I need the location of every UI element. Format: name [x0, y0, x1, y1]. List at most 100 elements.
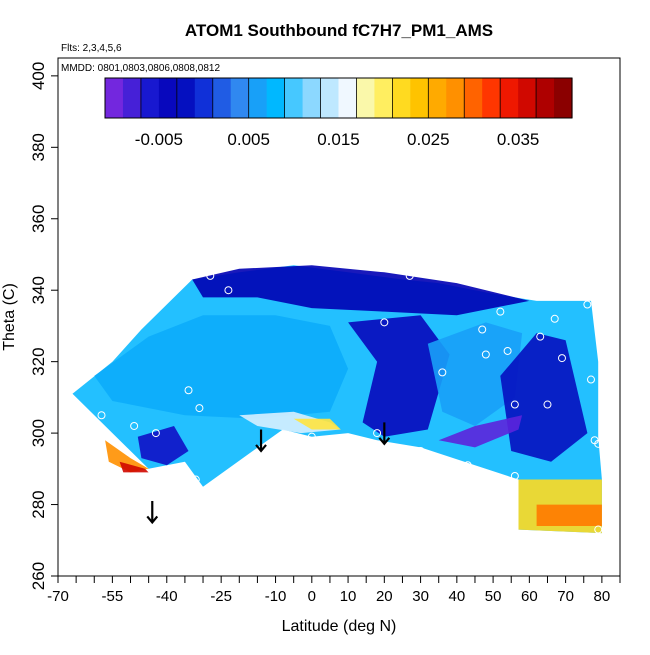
- y-tick-label: 320: [29, 347, 48, 375]
- x-tick-label: -55: [102, 588, 124, 605]
- field-region-high-cap-upper: [192, 265, 530, 316]
- colorbar-segment: [338, 78, 358, 118]
- trajectory-arrow: [378, 422, 391, 446]
- observation-point: [380, 318, 389, 327]
- trajectory-arrow: [146, 500, 159, 525]
- observation-point: [550, 314, 559, 323]
- colorbar-segment: [176, 78, 196, 118]
- colorbar-segment: [284, 78, 304, 118]
- observation-point: [184, 386, 193, 395]
- field-region-deep-blue-trough: [348, 315, 450, 437]
- x-tick-label: 80: [594, 588, 611, 605]
- observation-point: [543, 400, 552, 409]
- x-tick-label: 0: [308, 588, 316, 605]
- y-tick-label: 360: [29, 205, 48, 233]
- observation-point: [427, 268, 436, 277]
- observation-point: [481, 350, 490, 359]
- y-tick-label: 300: [29, 419, 48, 447]
- x-tick-label: -25: [210, 588, 232, 605]
- colorbar-segment: [122, 78, 142, 118]
- observation-point: [510, 471, 519, 480]
- colorbar-segment: [194, 78, 214, 118]
- observation-points: [72, 268, 603, 534]
- observation-point: [463, 461, 472, 470]
- observation-point: [583, 300, 592, 309]
- y-tick-label: 380: [29, 133, 48, 161]
- colorbar-tick-label: 0.005: [227, 130, 270, 149]
- colorbar-segment: [320, 78, 340, 118]
- colorbar-segment: [230, 78, 250, 118]
- observation-point: [206, 271, 215, 280]
- observation-point: [307, 432, 316, 441]
- colorbar-segment: [105, 78, 124, 118]
- x-tick-label: 60: [521, 588, 538, 605]
- field-region-yellow-tongue: [293, 418, 341, 430]
- field-region-north-east-hot-patch: [536, 504, 602, 526]
- field-region-sw-warm-edge: [105, 440, 149, 473]
- observation-point: [557, 354, 566, 363]
- observation-point: [373, 429, 382, 438]
- observation-point: [405, 271, 414, 280]
- y-tick-label: 280: [29, 490, 48, 518]
- colorbar-segment: [356, 78, 376, 118]
- colorbar-segment: [464, 78, 483, 118]
- y-axis: 260 280 300 320 340 360 380 400: [29, 62, 58, 590]
- colorbar-segment: [158, 78, 178, 118]
- colorbar-segment: [482, 78, 501, 118]
- colorbar-segment: [410, 78, 429, 118]
- x-tick-label: -70: [47, 588, 69, 605]
- x-tick-label: 20: [376, 588, 393, 605]
- x-tick-label: 30: [412, 588, 429, 605]
- observation-point: [478, 325, 487, 334]
- observation-point: [586, 375, 595, 384]
- x-tick-label: -40: [156, 588, 178, 605]
- colorbar: -0.005 0.005 0.015 0.025 0.035: [104, 77, 573, 149]
- observation-point: [195, 404, 204, 413]
- colorbar-segment: [536, 78, 555, 118]
- observation-point: [416, 446, 425, 455]
- field-region-violet-streak: [438, 415, 523, 448]
- observation-point: [594, 525, 603, 534]
- field-region-central-east-blue: [427, 322, 523, 426]
- field-region-sw-dark-pocket: [137, 426, 189, 466]
- x-tick-label: 70: [557, 588, 574, 605]
- trajectory-arrows: [146, 422, 391, 525]
- observation-point: [536, 332, 545, 341]
- colorbar-segment: [248, 78, 268, 118]
- colorbar-segment: [374, 78, 393, 118]
- observation-point: [496, 307, 505, 316]
- x-axis-label: Latitude (deg N): [282, 618, 397, 635]
- observation-point: [503, 346, 512, 355]
- observation-point: [191, 475, 200, 484]
- chart-subtitle-dates: MMDD: 0801,0803,0806,0808,0812: [61, 63, 220, 74]
- y-tick-label: 400: [29, 62, 48, 90]
- chart-subtitle-flights: Flts: 2,3,4,5,6: [61, 43, 122, 54]
- field-region-sw-hot-edge: [119, 461, 149, 473]
- observation-point: [97, 411, 106, 420]
- observation-point: [438, 368, 447, 377]
- heatmap-field: [72, 265, 602, 534]
- y-tick-label: 340: [29, 276, 48, 304]
- field-region-east-deep-blue: [500, 333, 588, 462]
- colorbar-tick-label: 0.015: [317, 130, 360, 149]
- colorbar-segment: [212, 78, 232, 118]
- plot-frame: [57, 57, 621, 577]
- colorbar-segment: [428, 78, 447, 118]
- y-tick-label: 260: [29, 562, 48, 590]
- colorbar-tick-label: -0.005: [135, 130, 183, 149]
- observation-point: [151, 429, 160, 438]
- x-axis: -70 -55 -40 -25 -10 0 10 20 30 40 50 60 70 80: [47, 576, 621, 605]
- x-tick-label: 10: [340, 588, 357, 605]
- x-tick-label: 40: [448, 588, 465, 605]
- observation-point: [130, 421, 139, 430]
- colorbar-segment: [446, 78, 465, 118]
- observation-point: [224, 286, 233, 295]
- observation-point: [594, 439, 603, 448]
- colorbar-tick-label: 0.025: [407, 130, 450, 149]
- observation-point: [510, 400, 519, 409]
- x-tick-label: -10: [265, 588, 287, 605]
- colorbar-tick-label: 0.035: [497, 130, 540, 149]
- trajectory-arrow: [255, 429, 267, 453]
